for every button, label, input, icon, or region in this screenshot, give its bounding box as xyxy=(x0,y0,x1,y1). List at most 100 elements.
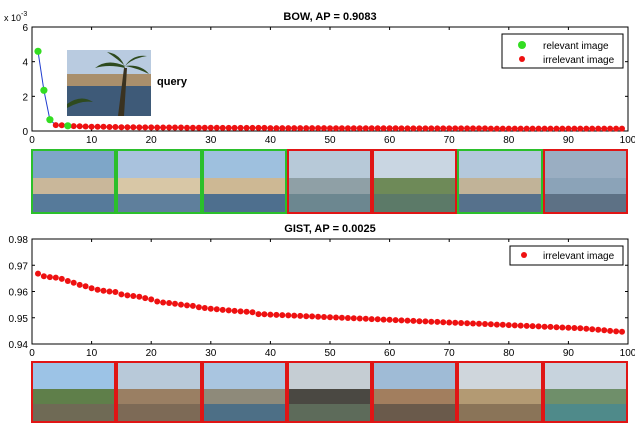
gist-legend-irrelevant-marker xyxy=(521,252,527,258)
gist-irrelevant-point xyxy=(64,278,71,284)
thumbnail-mid-region xyxy=(118,389,200,404)
bow-irrelevant-point xyxy=(577,125,584,132)
gist-irrelevant-point xyxy=(505,322,512,329)
bow-irrelevant-point xyxy=(148,124,155,131)
gist-chart-title: GIST, AP = 0.0025 xyxy=(284,223,375,235)
bow-irrelevant-point xyxy=(231,124,238,131)
gist-irrelevant-point xyxy=(392,317,399,324)
thumbnail-mid-region xyxy=(33,178,115,194)
gist-irrelevant-point xyxy=(613,328,620,335)
gist-y-tick-label: 0.94 xyxy=(9,340,29,351)
thumbnail-mid-region xyxy=(203,389,285,404)
gist-x-tick-label: 30 xyxy=(205,348,217,359)
bow-y-tick-label: 4 xyxy=(22,58,28,69)
gist-irrelevant-point xyxy=(368,316,375,323)
thumbnail-sky-region xyxy=(33,363,115,390)
gist-irrelevant-thumbnail xyxy=(542,361,628,423)
thumbnail-mid-region xyxy=(288,389,371,404)
bow-irrelevant-point xyxy=(285,125,292,132)
bow-irrelevant-point xyxy=(184,124,190,131)
bow-thumbnail-strip xyxy=(31,149,628,214)
bow-irrelevant-point xyxy=(142,124,149,131)
gist-irrelevant-point xyxy=(94,286,101,293)
thumbnail-mid-region xyxy=(374,178,456,194)
bow-irrelevant-point xyxy=(613,125,620,132)
bow-irrelevant-point xyxy=(195,124,202,131)
gist-irrelevant-point xyxy=(267,311,274,318)
gist-x-tick-label: 80 xyxy=(503,348,515,359)
thumbnail-low-region xyxy=(118,403,200,421)
thumbnail-low-region xyxy=(33,403,115,421)
gist-irrelevant-point xyxy=(422,318,429,325)
gist-irrelevant-thumbnail xyxy=(457,361,543,423)
gist-x-tick-label: 70 xyxy=(444,348,456,359)
gist-irrelevant-point xyxy=(52,274,59,281)
thumbnail-low-region xyxy=(459,193,541,212)
bow-irrelevant-point xyxy=(189,124,196,131)
gist-irrelevant-point xyxy=(577,325,584,332)
gist-x-tick-label: 100 xyxy=(620,348,635,359)
bow-chart-title: BOW, AP = 0.9083 xyxy=(283,11,376,23)
gist-irrelevant-point xyxy=(452,319,459,326)
bow-irrelevant-point xyxy=(100,123,107,130)
gist-y-tick-label: 0.96 xyxy=(9,288,29,299)
bow-irrelevant-point xyxy=(160,124,167,131)
gist-irrelevant-point xyxy=(517,322,524,329)
gist-irrelevant-point xyxy=(237,308,244,315)
bow-relevant-point xyxy=(34,47,42,55)
bow-irrelevant-point xyxy=(338,125,345,132)
bow-irrelevant-point xyxy=(213,124,220,131)
gist-irrelevant-point xyxy=(285,312,292,319)
bow-x-tick-label: 80 xyxy=(503,135,515,146)
gist-irrelevant-point xyxy=(166,300,173,306)
gist-irrelevant-point xyxy=(482,321,488,327)
bow-irrelevant-point xyxy=(619,125,625,132)
thumbnail-sky-region xyxy=(459,151,541,179)
thumbnail-sky-region xyxy=(118,363,200,390)
gist-irrelevant-point xyxy=(76,281,83,288)
bow-irrelevant-point xyxy=(350,125,357,132)
bow-irrelevant-point xyxy=(535,125,542,132)
bow-irrelevant-point xyxy=(565,125,572,132)
bow-x-tick-label: 60 xyxy=(384,135,396,146)
gist-irrelevant-point xyxy=(195,304,202,311)
bow-y-tick-label: 6 xyxy=(22,23,28,34)
gist-irrelevant-point xyxy=(338,314,345,321)
bow-irrelevant-point xyxy=(464,125,471,132)
bow-irrelevant-point xyxy=(356,125,363,132)
bow-irrelevant-point xyxy=(201,124,208,131)
query-thumbnail xyxy=(67,50,151,116)
gist-irrelevant-point xyxy=(589,326,596,333)
gist-irrelevant-point xyxy=(541,323,548,330)
gist-irrelevant-point xyxy=(309,313,316,320)
gist-irrelevant-point xyxy=(136,293,143,300)
gist-y-tick-label: 0.95 xyxy=(9,314,29,325)
gist-irrelevant-thumbnail xyxy=(286,361,373,423)
bow-irrelevant-point xyxy=(76,123,83,130)
thumbnail-mid-region xyxy=(288,178,371,194)
gist-irrelevant-point xyxy=(225,307,232,314)
bow-axis-ticks: 0 10 20 30 40 50 60 70 80 90 100 0 2 4 6 xyxy=(22,23,635,146)
bow-irrelevant-point xyxy=(470,125,476,132)
gist-irrelevant-point xyxy=(160,299,167,306)
gist-irrelevant-point xyxy=(380,316,387,323)
bow-irrelevant-point xyxy=(279,125,286,132)
bow-irrelevant-point xyxy=(482,125,488,132)
bow-irrelevant-point xyxy=(559,125,566,132)
bow-irrelevant-thumbnail xyxy=(286,149,373,214)
gist-irrelevant-point xyxy=(404,317,411,324)
gist-irrelevant-point xyxy=(398,317,405,324)
gist-irrelevant-point xyxy=(493,321,500,328)
gist-irrelevant-point xyxy=(327,314,333,321)
gist-irrelevant-point xyxy=(106,288,113,295)
bow-irrelevant-point xyxy=(386,125,393,132)
bow-irrelevant-point xyxy=(499,125,506,132)
bow-irrelevant-point xyxy=(446,125,453,132)
gist-x-tick-label: 0 xyxy=(29,348,35,359)
bow-irrelevant-point xyxy=(136,124,143,131)
gist-irrelevant-point xyxy=(333,314,339,321)
gist-irrelevant-point xyxy=(362,315,369,322)
gist-irrelevant-thumbnail xyxy=(372,361,458,423)
bow-relevant-thumbnail xyxy=(457,149,543,214)
gist-irrelevant-point xyxy=(315,313,322,320)
